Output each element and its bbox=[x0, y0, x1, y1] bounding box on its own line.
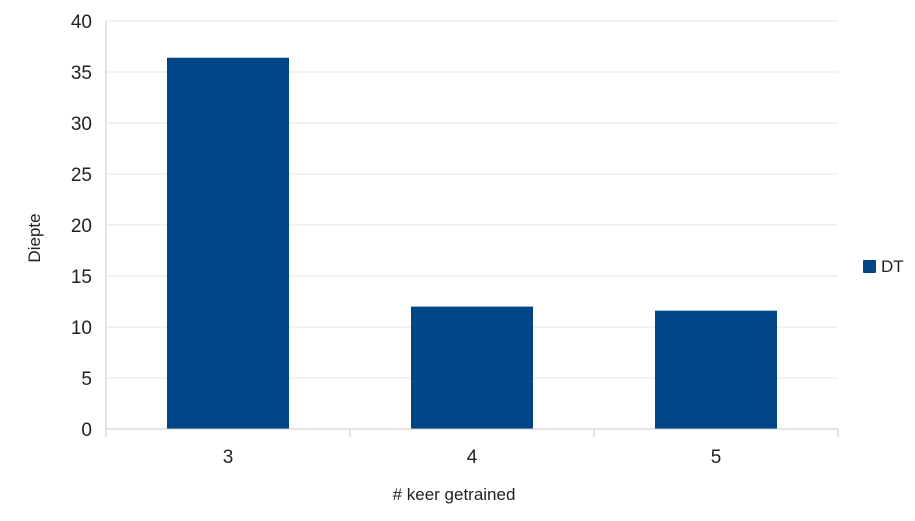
y-tick-label: 5 bbox=[81, 369, 92, 390]
y-tick-label: 30 bbox=[71, 114, 92, 135]
bar-4 bbox=[411, 306, 533, 429]
y-tick-label: 10 bbox=[71, 318, 92, 339]
bars bbox=[167, 57, 777, 429]
y-tick-labels: 0 5 10 15 20 25 30 35 40 bbox=[71, 12, 92, 441]
y-tick-label: 0 bbox=[81, 420, 92, 441]
bar-5 bbox=[655, 310, 777, 429]
axes bbox=[105, 21, 839, 437]
x-axis-title: # keer getrained bbox=[393, 485, 516, 504]
legend-swatch bbox=[863, 260, 876, 273]
x-tick-label: 3 bbox=[223, 447, 234, 468]
x-tick-label: 4 bbox=[467, 447, 478, 468]
y-tick-label: 25 bbox=[71, 165, 92, 186]
y-tick-label: 15 bbox=[71, 267, 92, 288]
bar-3 bbox=[167, 57, 289, 429]
y-tick-label: 35 bbox=[71, 63, 92, 84]
legend-label: DT bbox=[881, 257, 904, 276]
y-tick-label: 40 bbox=[71, 12, 92, 33]
y-axis-title: Diepte bbox=[25, 213, 44, 262]
x-tick-labels: 3 4 5 bbox=[223, 447, 722, 468]
x-tick-label: 5 bbox=[711, 447, 722, 468]
legend: DT bbox=[863, 257, 904, 276]
y-tick-label: 20 bbox=[71, 216, 92, 237]
